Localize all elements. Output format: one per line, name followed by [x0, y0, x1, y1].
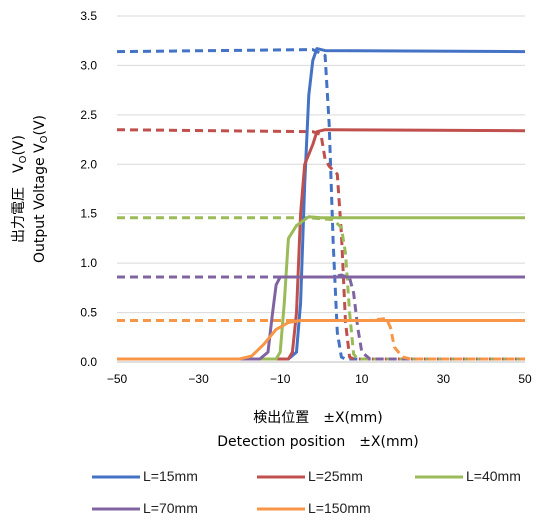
y-tick-label: 3.5: [80, 9, 97, 23]
y-axis-title-jp: 出力電圧 VO(V): [11, 135, 29, 243]
legend-label: L=150mm: [308, 500, 371, 516]
x-tick-label: 10: [355, 372, 369, 386]
series-line-dashed-3: [117, 273, 525, 361]
series-lines: [116, 47, 526, 361]
legend-label: L=40mm: [466, 468, 521, 484]
x-axis-title-jp: 検出位置 ±X(mm): [253, 410, 383, 426]
x-tick-label: −10: [270, 372, 291, 386]
x-tick-label: −30: [188, 372, 209, 386]
y-axis-title-jp-end: (V): [11, 135, 27, 156]
legend-label: L=15mm: [143, 468, 198, 484]
series-line-solid-0: [117, 47, 526, 361]
y-axis-title-jp-main: 出力電圧 V: [11, 163, 27, 243]
legend-label: L=25mm: [308, 468, 363, 484]
x-axis-title-en: Detection position ±X(mm): [217, 434, 418, 450]
series-line-dashed-1: [116, 128, 525, 361]
series-line-solid-3: [117, 275, 525, 361]
legend-label: L=70mm: [143, 500, 198, 516]
x-tick-labels: −50 −30 −10 10 30 50: [107, 372, 532, 386]
legend: L=15mm L=25mm L=40mm L=70mm L=150mm: [92, 468, 521, 516]
series-line-solid-2: [117, 215, 525, 361]
series-line-solid-1: [117, 128, 526, 361]
x-tick-label: −50: [107, 372, 128, 386]
series-line-solid-4: [117, 319, 525, 361]
y-tick-label: 2.5: [80, 108, 97, 122]
y-tick-label: 1.0: [80, 256, 97, 270]
y-axis-title-jp-sub: O: [18, 155, 29, 163]
y-axis-title-en-main: Output Voltage V: [32, 143, 48, 263]
y-tick-label: 0.0: [80, 355, 97, 369]
x-tick-label: 50: [518, 372, 532, 386]
y-axis-title-en-sub: O: [39, 135, 50, 143]
series-line-dashed-2: [117, 216, 525, 361]
y-tick-label: 0.5: [80, 306, 97, 320]
y-axis-title-en: Output Voltage VO(V): [32, 115, 50, 263]
y-tick-label: 3.0: [80, 58, 97, 72]
y-tick-labels: 0.0 0.5 1.0 1.5 2.0 2.5 3.0 3.5: [80, 9, 97, 369]
grid-lines: [117, 15, 525, 314]
y-tick-label: 1.5: [80, 207, 97, 221]
y-tick-label: 2.0: [80, 157, 97, 171]
x-tick-label: 30: [437, 372, 451, 386]
y-axis-title-en-end: (V): [32, 115, 48, 136]
series-line-dashed-4: [117, 317, 525, 361]
